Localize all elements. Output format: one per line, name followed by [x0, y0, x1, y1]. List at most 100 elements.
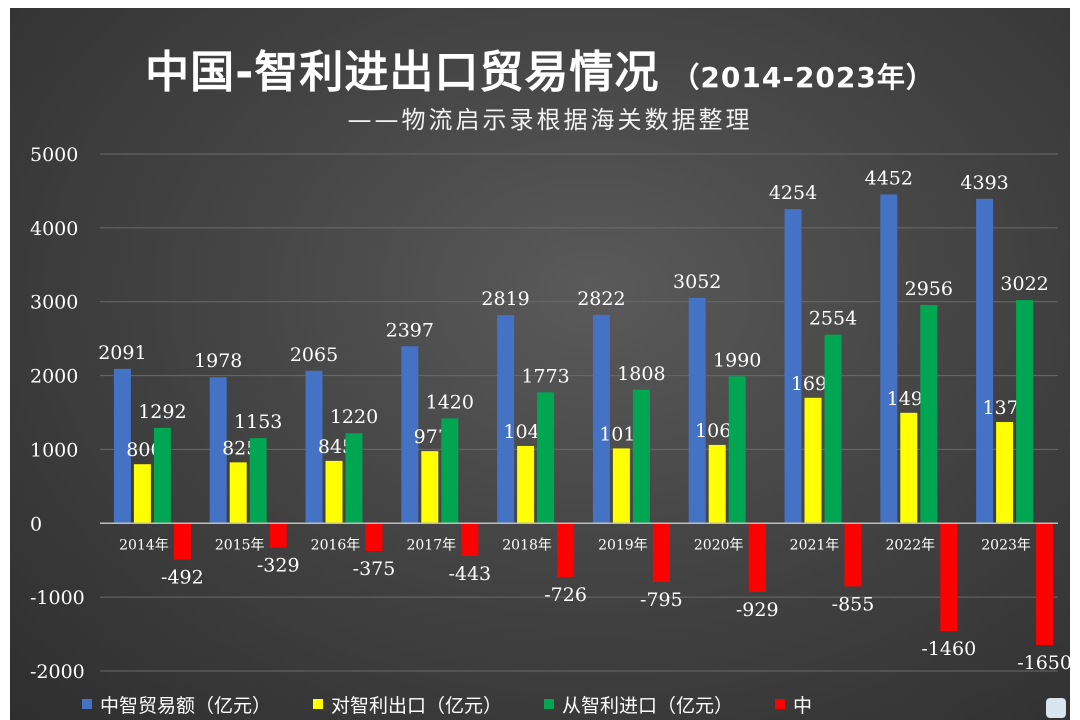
- legend-label-balance: 中: [793, 694, 813, 717]
- data-label-trade-total: 2091: [98, 342, 146, 364]
- bar-trade-total: [209, 377, 227, 524]
- y-tick-label: 1000: [30, 439, 78, 461]
- data-label-export: 800: [126, 439, 162, 461]
- y-tick-label: 5000: [30, 144, 78, 166]
- bar-export: [996, 422, 1014, 524]
- data-label-balance: -1460: [921, 638, 976, 660]
- chart-subtitle: ——物流启示录根据海关数据整理: [347, 106, 753, 134]
- bar-export: [612, 448, 630, 524]
- data-label-import: 2554: [809, 308, 857, 330]
- bar-trade-total: [880, 194, 898, 524]
- data-label-import: 1773: [521, 365, 569, 387]
- data-label-export: 977: [414, 426, 450, 448]
- bar-trade-total: [976, 198, 994, 524]
- legend-swatch-export: [313, 699, 324, 709]
- data-label-import: 3022: [1000, 273, 1048, 295]
- x-tick-label: 2020年: [694, 537, 744, 553]
- legend-swatch-balance: [775, 699, 786, 709]
- bar-export: [421, 451, 439, 524]
- x-tick-label: 2014年: [119, 537, 169, 553]
- data-label-trade-total: 2819: [481, 288, 529, 310]
- data-label-import: 1420: [426, 391, 474, 413]
- legend-label-import: 从智利进口（亿元）: [562, 694, 734, 717]
- bar-import: [153, 427, 171, 524]
- chart-title-main: 中国-智利进出口贸易情况: [145, 47, 660, 98]
- data-label-export: 825: [222, 437, 258, 459]
- y-tick-label: 3000: [30, 292, 78, 314]
- y-tick-label: 2000: [30, 366, 78, 388]
- data-label-balance: -329: [257, 555, 300, 577]
- bar-trade-total: [592, 314, 610, 524]
- data-label-import: 1990: [713, 349, 761, 371]
- bar-trade-total: [113, 368, 131, 524]
- data-label-balance: -492: [161, 567, 204, 589]
- data-label-import: 1292: [138, 401, 186, 423]
- data-label-trade-total: 4452: [865, 167, 913, 189]
- bar-import: [345, 433, 363, 524]
- data-label-balance: -929: [736, 599, 779, 621]
- bar-export: [708, 444, 726, 524]
- data-label-trade-total: 2065: [290, 344, 338, 366]
- x-tick-label: 2021年: [790, 537, 840, 553]
- x-tick-label: 2022年: [885, 537, 935, 553]
- legend-label-trade-total: 中智贸易额（亿元）: [100, 694, 272, 717]
- y-tick-label: 4000: [30, 218, 78, 240]
- bar-export: [133, 464, 151, 524]
- data-label-import: 1153: [234, 411, 282, 433]
- bar-import: [824, 334, 842, 524]
- data-label-trade-total: 3052: [673, 271, 721, 293]
- bar-balance: [1036, 523, 1054, 646]
- data-label-balance: -443: [448, 563, 491, 585]
- bar-trade-total: [784, 209, 802, 524]
- legend-item-balance: 中: [775, 691, 812, 718]
- bar-balance: [365, 523, 383, 551]
- chart-frame: 中国-智利进出口贸易情况 （2014-2023年） ——物流启示录根据海关数据整理…: [10, 8, 1070, 720]
- data-label-trade-total: 1978: [194, 350, 242, 372]
- bar-import: [249, 438, 267, 524]
- bar-import: [632, 389, 650, 524]
- bar-export: [229, 462, 247, 524]
- bar-trade-total: [497, 315, 515, 524]
- x-tick-label: 2016年: [311, 537, 361, 553]
- bar-import: [728, 376, 746, 524]
- data-label-export: 845: [318, 436, 354, 458]
- bar-import: [920, 304, 938, 524]
- bar-balance: [748, 523, 766, 592]
- data-label-import: 1220: [330, 406, 378, 428]
- legend-swatch-import: [544, 699, 555, 709]
- bar-export: [517, 445, 535, 524]
- bar-export: [900, 412, 918, 524]
- legend-item-import: 从智利进口（亿元）: [544, 691, 733, 718]
- bar-import: [537, 392, 555, 524]
- bar-export: [325, 460, 343, 524]
- data-label-import: 2956: [905, 278, 953, 300]
- bar-balance: [940, 523, 958, 632]
- bar-import: [1016, 300, 1034, 524]
- data-label-balance: -855: [832, 593, 875, 615]
- data-label-trade-total: 2397: [386, 319, 434, 341]
- x-tick-label: 2015年: [215, 537, 265, 553]
- chart-legend: 中智贸易额（亿元） 对智利出口（亿元） 从智利进口（亿元） 中: [82, 690, 1062, 718]
- data-label-balance: -1650: [1017, 652, 1070, 674]
- data-label-trade-total: 2822: [577, 288, 625, 310]
- data-label-trade-total: 4393: [960, 172, 1008, 194]
- x-tick-label: 2023年: [981, 537, 1031, 553]
- bar-trade-total: [688, 297, 706, 524]
- legend-item-trade-total: 中智贸易额（亿元）: [82, 691, 271, 718]
- data-label-balance: -375: [353, 558, 396, 580]
- bar-balance: [173, 523, 191, 560]
- legend-swatch-trade-total: [82, 699, 92, 709]
- chart-plot-area: 5000 4000 3000 2000 1000 0 -1000 -2000 2091 800 12…: [30, 144, 1070, 683]
- bar-balance: [557, 523, 575, 577]
- bar-trade-total: [401, 346, 419, 524]
- data-label-balance: -795: [640, 589, 683, 611]
- data-label-balance: -726: [544, 584, 587, 606]
- x-tick-label: 2017年: [406, 537, 456, 553]
- x-tick-label: 2019年: [598, 537, 648, 553]
- bar-export: [804, 397, 822, 524]
- bar-import: [441, 418, 459, 524]
- x-tick-label: 2018年: [502, 537, 552, 553]
- bar-balance: [461, 523, 479, 557]
- y-tick-label: 0: [30, 513, 42, 535]
- legend-item-export: 对智利出口（亿元）: [313, 691, 502, 718]
